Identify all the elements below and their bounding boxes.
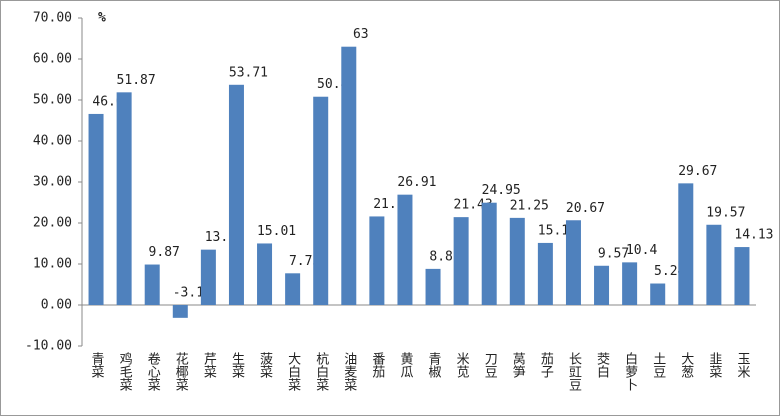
y-tick-label: 10.00	[33, 257, 72, 272]
x-tick-label: 油麦菜	[341, 352, 357, 391]
bar	[88, 113, 104, 305]
bar	[565, 220, 581, 305]
x-tick-label: 大葱	[678, 352, 694, 378]
x-tick-label: 韭菜	[706, 352, 722, 378]
y-tick-label: 30.00	[33, 175, 72, 190]
y-tick-label: 0.00	[41, 298, 72, 313]
x-tick-label: 花椰菜	[173, 351, 189, 391]
value-label: 13.5	[205, 230, 236, 245]
value-label: 46.6	[92, 94, 123, 109]
bar	[678, 183, 694, 305]
value-label: 19.57	[706, 205, 745, 220]
bar	[734, 247, 750, 305]
bar	[144, 264, 160, 305]
bar	[706, 224, 722, 305]
x-tick-label: 青菜	[89, 352, 105, 378]
bar	[116, 92, 132, 305]
x-tick-label: 白萝卜	[622, 351, 638, 391]
x-tick-label: 刀豆	[482, 352, 498, 378]
x-tick-label: 土豆	[650, 352, 666, 378]
bar	[257, 243, 273, 305]
y-tick-label: 70.00	[33, 11, 72, 26]
value-label: 14.13	[734, 228, 773, 243]
value-label: 26.91	[397, 175, 436, 190]
x-tick-label: 茄子	[538, 352, 554, 378]
bar	[594, 265, 610, 305]
value-label: 15.01	[257, 224, 296, 239]
x-tick-label: 大白菜	[285, 352, 301, 391]
value-label: 10.4	[626, 243, 657, 258]
bar	[228, 84, 244, 305]
x-tick-label: 番茄	[369, 352, 385, 378]
value-label: 9.87	[149, 245, 180, 260]
x-tick-label: 米苋	[454, 352, 470, 379]
value-label: 53.71	[229, 65, 268, 80]
value-label: 50.8	[317, 77, 348, 92]
value-label: 9.57	[598, 246, 629, 261]
value-label: 63	[353, 27, 369, 42]
y-tick-label: -10.00	[25, 339, 72, 354]
bar	[172, 305, 188, 318]
x-tick-label: 茭白	[594, 352, 610, 378]
x-tick-label: 玉米	[734, 352, 750, 378]
value-label: 21.25	[510, 198, 549, 213]
value-label: 20.67	[566, 201, 605, 216]
bar	[481, 202, 497, 305]
value-label: 5.24	[654, 264, 685, 279]
x-tick-label: 生菜	[229, 352, 245, 378]
bar	[397, 194, 413, 305]
value-label: 51.87	[117, 73, 156, 88]
bar	[509, 217, 525, 305]
bar	[425, 268, 441, 305]
x-tick-label: 莴笋	[510, 352, 526, 378]
bar	[313, 96, 329, 305]
x-tick-label: 青椒	[426, 352, 442, 379]
x-tick-label: 鸡毛菜	[117, 351, 133, 391]
bar	[453, 217, 469, 305]
y-tick-label: 50.00	[33, 93, 72, 108]
y-tick-label: 40.00	[33, 134, 72, 149]
bar	[537, 242, 553, 305]
value-label: 7.73	[289, 254, 320, 269]
value-label: 21.6	[373, 197, 404, 212]
bar	[341, 46, 357, 305]
bar	[200, 249, 216, 305]
x-tick-label: 杭白菜	[313, 352, 329, 391]
x-tick-label: 菠菜	[257, 352, 273, 378]
x-tick-label: 芹菜	[201, 352, 217, 378]
value-label: 24.95	[482, 183, 521, 198]
bar	[369, 216, 385, 305]
x-tick-label: 黄瓜	[397, 352, 413, 378]
value-label: 29.67	[678, 164, 717, 179]
unit-label: %	[98, 11, 106, 26]
y-tick-label: 60.00	[33, 52, 72, 67]
x-tick-label: 长豇豆	[566, 352, 582, 391]
bar	[650, 283, 666, 305]
bar	[285, 273, 301, 305]
value-label: 8.81	[429, 249, 460, 264]
x-tick-label: 卷心菜	[145, 351, 161, 391]
bar	[622, 262, 638, 305]
y-tick-label: 20.00	[33, 216, 72, 231]
